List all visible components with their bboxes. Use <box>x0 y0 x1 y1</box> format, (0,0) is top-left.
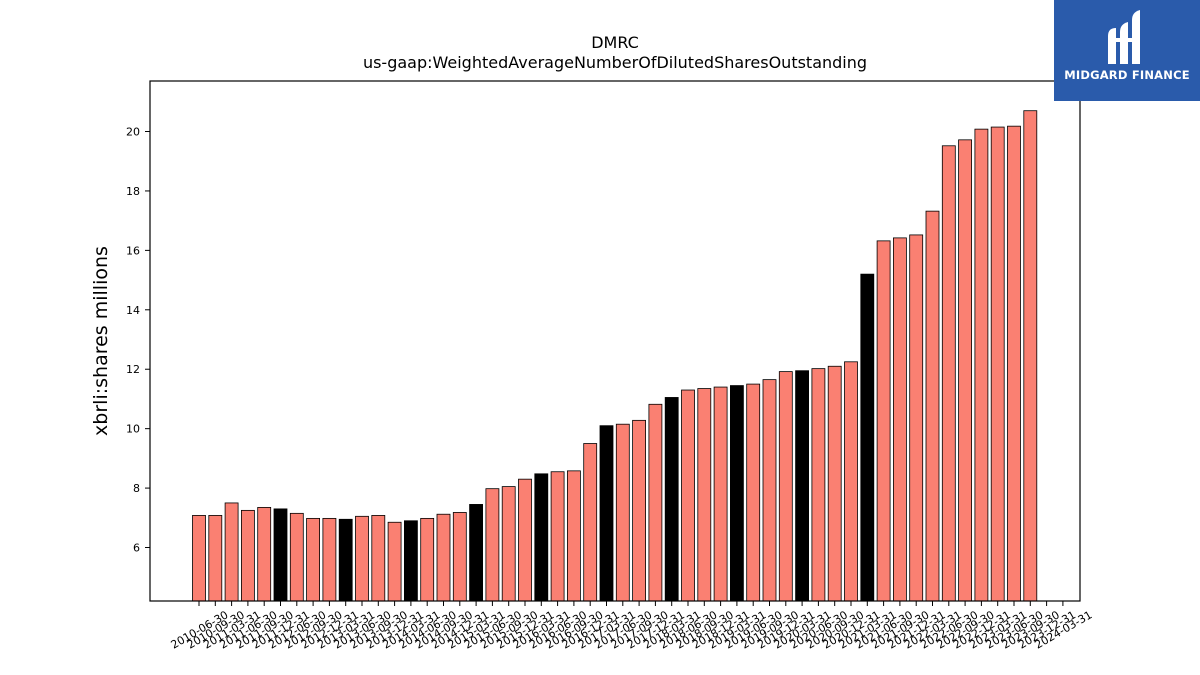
bar-2013-03-31 <box>371 515 386 602</box>
bar-2013-12-31 <box>420 517 435 602</box>
bar-2012-12-31 <box>355 515 369 602</box>
bar-2016-12-31 <box>615 423 630 602</box>
bar-2010-06-30 <box>192 515 206 602</box>
bar-2017-09-30 <box>664 397 679 602</box>
bar-2015-12-31 <box>550 471 565 602</box>
bar-2017-12-31 <box>681 389 695 602</box>
bar-2016-03-31 <box>567 470 581 602</box>
bar-2021-06-30 <box>909 234 924 602</box>
y-tick-label: 8 <box>133 482 140 495</box>
bar-2022-12-31 <box>1007 125 1021 602</box>
bar-2012-06-30 <box>322 517 337 602</box>
y-tick-label: 14 <box>126 304 140 317</box>
bar-2022-09-30 <box>990 126 1005 602</box>
bar-2015-06-30 <box>518 478 532 602</box>
bar-2016-09-30 <box>599 425 614 602</box>
bar-2011-12-31 <box>289 512 304 602</box>
bar-2022-03-31 <box>958 139 972 602</box>
bar-2017-06-30 <box>648 403 663 602</box>
y-axis-ticks: 6 8 10 12 14 16 18 20 <box>126 126 150 555</box>
bar-2020-12-31 <box>876 240 891 602</box>
y-tick-label: 16 <box>126 244 140 257</box>
bar-2016-06-30 <box>583 443 598 602</box>
y-tick-label: 10 <box>126 423 140 436</box>
bar-2014-06-30 <box>452 512 467 602</box>
bar-2022-06-30 <box>974 128 989 602</box>
bar-2011-03-31 <box>240 509 255 602</box>
bars-group <box>192 110 1038 602</box>
bar-2014-09-30 <box>469 504 484 602</box>
plot-frame <box>149 80 1081 602</box>
bar-2013-06-30 <box>387 521 402 602</box>
midgard-finance-logo: MIDGARD FINANCE <box>1054 0 1200 101</box>
bar-2017-03-31 <box>632 419 646 602</box>
bar-2018-09-30 <box>730 385 744 602</box>
bar-2010-09-30 <box>208 515 223 602</box>
y-tick-label: 6 <box>133 542 140 555</box>
bar-2010-12-31 <box>224 502 239 602</box>
midgard-logo-icon <box>1108 10 1140 64</box>
y-tick-label: 18 <box>126 185 140 198</box>
y-tick-label: 20 <box>126 126 140 139</box>
bar-2018-12-31 <box>746 383 761 602</box>
bar-2020-09-30 <box>860 273 875 602</box>
bar-2019-12-31 <box>811 368 826 602</box>
bar-2011-09-30 <box>273 508 288 602</box>
bar-2019-09-30 <box>795 370 809 602</box>
bar-2015-03-31 <box>501 486 516 602</box>
bar-2012-09-30 <box>338 518 353 602</box>
bar-2014-03-31 <box>436 513 451 602</box>
bar-2020-06-30 <box>844 361 858 602</box>
bar-2015-09-30 <box>534 473 549 602</box>
y-axis-label: xbrli:shares millions <box>90 246 112 436</box>
bar-2023-03-31 <box>1023 110 1038 602</box>
bar-2020-03-31 <box>827 365 842 602</box>
bar-2021-09-30 <box>925 210 940 602</box>
chart-subtitle: us-gaap:WeightedAverageNumberOfDilutedSh… <box>363 53 867 72</box>
chart-title: DMRC <box>591 33 639 52</box>
bar-2021-03-31 <box>893 237 907 602</box>
bar-2018-03-31 <box>697 388 712 602</box>
x-axis-ticks: 2010-06-302010-09-302011-03-312011-06-30… <box>169 601 1094 652</box>
bar-2018-06-30 <box>713 386 728 602</box>
y-tick-label: 12 <box>126 363 140 376</box>
bar-2019-06-30 <box>778 371 793 602</box>
bar-2013-09-30 <box>403 520 418 602</box>
bar-2012-03-31 <box>306 517 321 602</box>
bar-2021-12-31 <box>941 145 956 602</box>
bar-2019-03-31 <box>762 379 777 602</box>
bar-2014-12-31 <box>485 488 500 602</box>
bar-2011-06-30 <box>257 506 272 602</box>
logo-text: MIDGARD FINANCE <box>1064 68 1190 82</box>
